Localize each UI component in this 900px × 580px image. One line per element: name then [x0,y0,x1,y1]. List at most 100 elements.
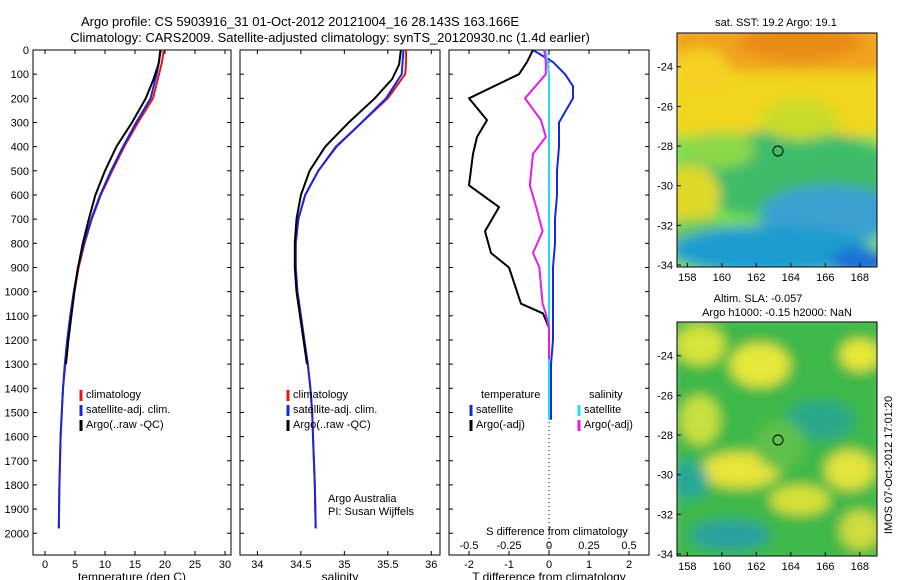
x-tick-label: 2 [626,559,632,571]
x-tick-label: 20 [159,559,171,571]
x-tick-label: 10 [99,559,111,571]
x-axis-label: salinity [322,570,359,580]
series-line-1 [468,49,550,360]
y-tick-label: 200 [11,93,29,105]
title-line1: Argo profile: CS 5903916_31 01-Oct-2012 … [81,14,519,29]
x-tick-label: 34 [251,559,263,571]
salinity-panel: 34 34.5 35 35.5 36 salinity climatology satelli… [239,49,441,580]
map-x-tick-label: 164 [782,272,800,284]
y-tick-label: 500 [11,166,29,178]
sla-map-title-line1: Altim. SLA: -0.057 [714,293,803,305]
map-y-tick-label: -30 [657,470,673,482]
y-tick-label: 1100 [5,311,29,323]
y-tick-label: 0 [23,45,29,57]
legend-label: satellite-adj. clim. [86,404,170,416]
map-x-tick-label: 164 [782,561,800,573]
y-tick-label: 1200 [5,335,29,347]
series-line-2 [293,49,402,365]
x-tick-label: 34.5 [290,559,311,571]
map-x-tick-label: 160 [713,561,731,573]
map-y-tick-label: -28 [657,141,673,153]
sla-map-title-line2: Argo h1000: -0.15 h2000: NaN [702,307,852,319]
x-axis-label: temperature (deg C) [78,570,186,580]
map-y-tick-label: -32 [657,220,673,232]
y-tick-label: 1600 [5,432,29,444]
series-line-3 [524,49,550,360]
x-tick-label: 30 [219,559,231,571]
y-tick-label: 700 [11,214,29,226]
y-tick-label: 300 [11,117,29,129]
y-tick-label: 800 [11,238,29,250]
map-y-tick-label: -34 [657,260,673,272]
x-tick-label: 15 [129,559,141,571]
map-x-tick-label: 162 [747,272,765,284]
map-y-tick-label: -26 [657,390,673,402]
x-tick-label: 36 [425,559,437,571]
map-y-tick-label: -24 [657,62,673,74]
y-tick-label: 600 [11,190,29,202]
y-tick-label: 1400 [5,383,29,395]
x-tick-label: 35 [338,559,350,571]
difference-panel: -2 -1 0 1 2T difference from climatology -0.5… [448,49,650,580]
legend-label: temperature [481,389,540,401]
x2-tick-label: -0.5 [460,540,479,552]
annotation-line: PI: Susan Wijffels [328,506,414,518]
legend-label: climatology [86,389,142,401]
plot-frame [239,49,441,556]
x2-axis-label: S difference from climatology [486,526,628,538]
sst-field [677,33,877,267]
x-axis-label: T difference from climatology [472,570,626,580]
sst-map-title: sat. SST: 19.2 Argo: 19.1 [715,17,837,29]
legend-label: satellite [476,404,513,416]
series-line-2 [65,49,162,365]
y-tick-label: 1300 [5,359,29,371]
y-tick-label: 100 [11,69,29,81]
title-line2: Climatology: CARS2009. Satellite-adjuste… [70,30,590,45]
legend-label: satellite [584,404,621,416]
map-x-tick-label: 158 [678,272,696,284]
x2-tick-label: 0.25 [578,540,599,552]
legend-label: Argo(-adj) [476,419,525,431]
sla-map: Altim. SLA: -0.057 Argo h1000: -0.15 h20… [657,293,878,573]
x2-tick-label: -0.25 [496,540,521,552]
y-tick-label: 1000 [5,287,29,299]
map-y-tick-label: -30 [657,181,673,193]
legend-label: Argo(-adj) [584,419,633,431]
map-y-tick-label: -28 [657,430,673,442]
map-y-tick-label: -24 [657,351,673,363]
map-x-tick-label: 168 [851,272,869,284]
x-tick-label: 35.5 [377,559,398,571]
imos-timestamp: IMOS 07-Oct-2012 17:01:20 [883,396,895,534]
y-tick-label: 2000 [5,528,29,540]
map-x-tick-label: 166 [816,272,834,284]
y-tick-label: 1800 [5,480,29,492]
y-tick-label: 1500 [5,407,29,419]
x-tick-label: 0 [42,559,48,571]
sst-profile-marker [772,145,784,157]
sla-profile-marker [772,434,784,446]
x-tick-label: -2 [464,559,474,571]
sst-map: sat. SST: 19.2 Argo: 19.1 158 160 162 164 16… [657,17,878,284]
x-tick-label: 1 [586,559,592,571]
legend-label: Argo(..raw -QC) [293,419,371,431]
x2-tick-label: 0.5 [621,540,636,552]
y-tick-label: 1700 [5,456,29,468]
y-tick-label: 400 [11,142,29,154]
legend-label: climatology [293,389,349,401]
y-tick-label: 1900 [5,504,29,516]
x-tick-label: 25 [189,559,201,571]
map-x-tick-label: 160 [713,272,731,284]
x-tick-label: 0 [546,559,552,571]
plot-frame [32,49,232,556]
x-tick-label: 5 [72,559,78,571]
map-y-tick-label: -26 [657,101,673,113]
map-x-tick-label: 168 [851,561,869,573]
legend-label: Argo(..raw -QC) [86,419,164,431]
x-tick-label: -1 [504,559,514,571]
annotation-line: Argo Australia [328,493,397,505]
series-line-2 [544,49,550,420]
map-y-tick-label: -34 [657,549,673,561]
map-y-tick-label: -32 [657,509,673,521]
legend-label: salinity [589,389,623,401]
